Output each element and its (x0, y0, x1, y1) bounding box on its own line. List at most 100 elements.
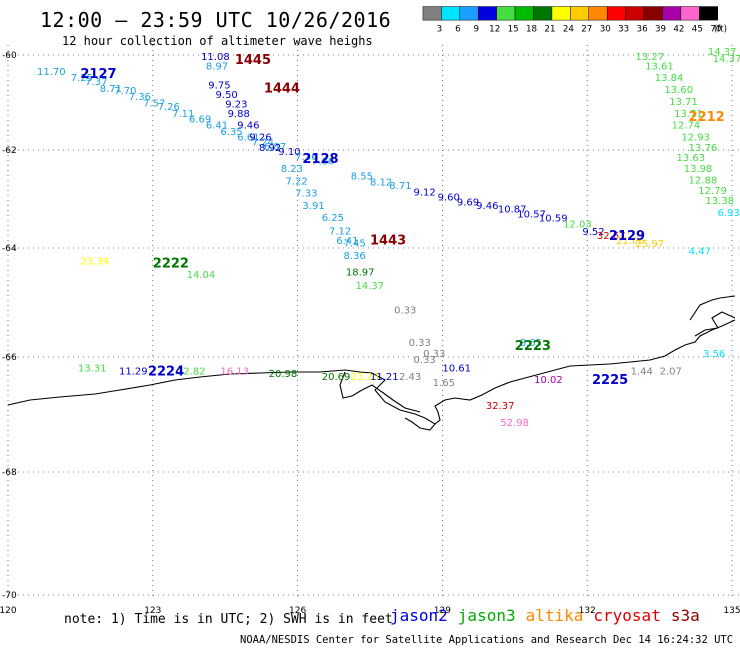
swh-value: 8.23 (281, 164, 303, 175)
swh-value: 2.43 (399, 372, 421, 383)
swh-value: 9.88 (228, 109, 250, 120)
lat-tick--64: -64 (2, 244, 17, 254)
swh-value: 0.33 (409, 338, 431, 349)
legend-label-36: 36 (637, 25, 648, 35)
swh-value: 13.98 (684, 164, 713, 175)
swh-value: 9.50 (216, 90, 238, 101)
swh-value: 12.74 (672, 121, 701, 132)
track-1443: 8.237.22 7.333.916.25 7.126.417.458.36 18.9… (281, 164, 406, 292)
swh-value: 8.97 (206, 61, 228, 72)
swh-value: 6.41 (206, 121, 228, 132)
swh-value: 8.71 (389, 181, 411, 192)
footer-note: note: 1) Time is in UTC; 2) SWH is in fe… (64, 612, 393, 627)
swh-value: 10.87 (498, 205, 527, 216)
coastline-east-cape (689, 295, 736, 337)
swh-value: 4.47 (689, 247, 711, 258)
swh-value: 7.36 (295, 152, 317, 163)
swh-value: 13.71 (674, 109, 703, 120)
track-cryosat: 32.37 52.98 (486, 401, 529, 429)
lat-tick--70: -70 (2, 591, 17, 601)
track-id-label: 2212 (689, 110, 725, 125)
swh-value: 12.79 (698, 186, 727, 197)
swh-value: 6.35 (220, 127, 242, 138)
swh-value: 9.23 (225, 99, 247, 110)
legend-label-39: 39 (655, 25, 666, 35)
swh-value: 32.67 (597, 231, 626, 242)
swh-value: 13.76 (689, 143, 718, 154)
swh-value: 8.55 (351, 171, 373, 182)
swh-value: 13.84 (655, 73, 684, 84)
swh-value: 10.02 (534, 375, 563, 386)
track-2127: 11.707.257.378.717.707.367.577.267.116.6… (37, 67, 334, 168)
swh-value: 9.52 (582, 227, 604, 238)
track-2128: 8.558.128.719.12 9.609.699.46 10.8710.5710… (302, 152, 604, 238)
swh-value: 2.07 (660, 366, 682, 377)
swh-value: 20.98 (269, 369, 298, 380)
swh-value: 25.97 (635, 239, 664, 250)
swh-value: 6.87 (264, 142, 286, 153)
track-1445: 11.088.97 9.759.509.239.889.469.268.92 144… (201, 52, 281, 154)
swh-value: 21.06 (616, 236, 645, 247)
swh-value: 23.23 (351, 372, 380, 383)
legend-label-42: 42 (673, 25, 684, 35)
graticule-grid (7, 45, 740, 600)
swh-value: 14.37 (708, 47, 737, 58)
swh-value: 13.71 (669, 97, 698, 108)
swh-value: 9.69 (457, 197, 479, 208)
swh-value: 13.38 (705, 196, 734, 207)
track-2224: 13.31 11.29 12.82 16.13 20.98 20.69 23.2311.21… (78, 363, 399, 383)
lat-tick--66: -66 (2, 353, 17, 363)
swh-value: 8.71 (100, 84, 122, 95)
swh-value: 6.93 (718, 208, 740, 219)
legend-label-12: 12 (489, 25, 500, 35)
legend-label-9: 9 (473, 25, 479, 35)
swh-value: 10.61 (442, 363, 471, 374)
swh-value: 10.57 (517, 210, 546, 221)
swh-value: 7.11 (172, 109, 194, 120)
legend-label-24: 24 (563, 25, 575, 35)
swh-value: 3.56 (703, 349, 725, 360)
track-id-label: 1444 (264, 81, 300, 96)
swh-value: 7.25 (71, 73, 93, 84)
satellite-altika: altika (525, 606, 584, 625)
legend-unit: (ft) (714, 25, 727, 35)
swh-value: 8.36 (343, 251, 365, 262)
legend-swatch-70 (699, 6, 718, 21)
track-id-label: 2224 (148, 364, 184, 379)
legend-label-45: 45 (692, 25, 703, 35)
coastline-main (7, 319, 736, 425)
swh-value: 8.12 (370, 177, 392, 188)
lon-tick-132: 132 (579, 606, 596, 616)
satellite-tracks: 11.707.257.378.717.707.367.577.267.116.6… (37, 47, 740, 429)
swh-value: 8.92 (259, 143, 281, 154)
swh-value: 13.27 (635, 52, 664, 63)
swh-value: 7.80 (312, 157, 334, 168)
track-id-label: 2128 (302, 152, 338, 167)
swh-value: 52.98 (500, 418, 529, 429)
credit-line: NOAA/NESDIS Center for Satellite Applica… (240, 634, 740, 646)
track-2225: 10.02 1.44 2.07 3.56 2225 (534, 349, 725, 388)
legend-label-33: 33 (618, 25, 629, 35)
swh-value: 0.33 (423, 349, 445, 360)
track-id-label: 2225 (592, 373, 628, 388)
axis-tick-labels: 120 123 126 129 132 135 -60 -62 -64 -66 -68 -70 (0, 51, 740, 616)
swh-value: 12.88 (689, 175, 718, 186)
swh-value: 6.61 (237, 133, 259, 144)
swh-value: 9.75 (208, 80, 230, 91)
swh-value: 11.70 (37, 67, 66, 78)
swh-value: 6.69 (189, 114, 211, 125)
track-id-label: 2222 (153, 256, 189, 271)
swh-value: 7.36 (129, 92, 151, 103)
track-id-label: 2127 (80, 67, 116, 82)
lat-tick--68: -68 (2, 468, 17, 478)
swh-value: 11.21 (370, 372, 399, 383)
lon-tick-126: 126 (289, 606, 306, 616)
swh-value: 1.65 (433, 378, 455, 389)
swh-value: 12.93 (681, 133, 710, 144)
swh-value: 7.70 (114, 86, 136, 97)
swh-value: 14.37 (713, 54, 740, 65)
